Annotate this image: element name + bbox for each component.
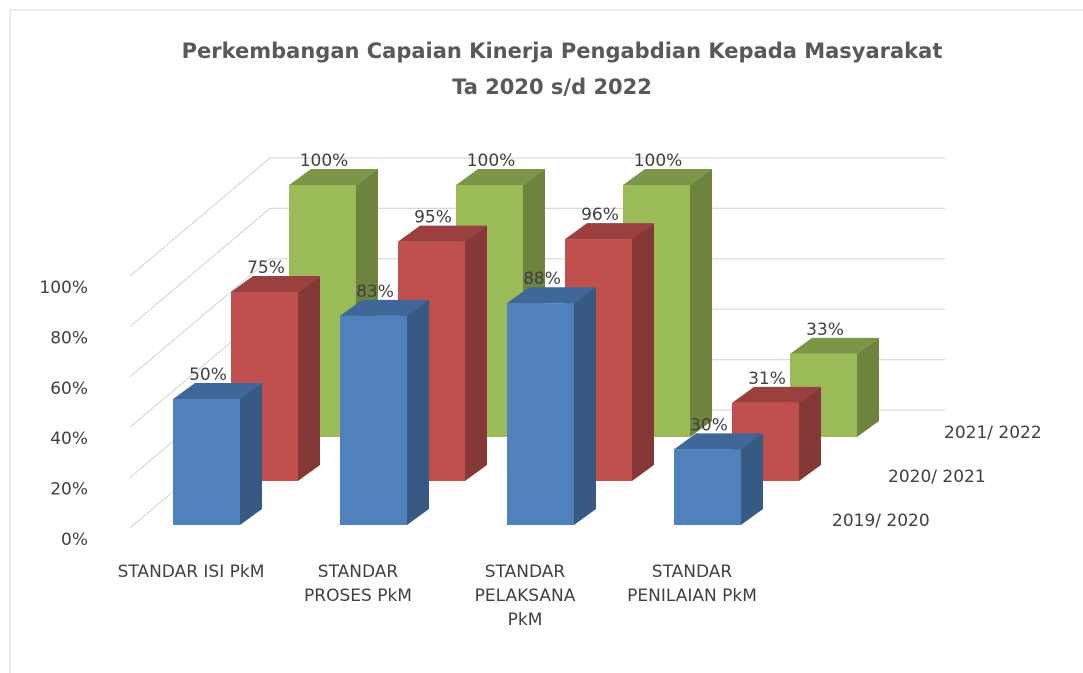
bar — [173, 383, 262, 525]
y-tick-label: 80% — [50, 328, 88, 348]
value-label: 95% — [414, 208, 452, 228]
grid-line — [129, 258, 945, 378]
chart-subtitle: Ta 2020 s/d 2022 — [452, 75, 652, 99]
bar-top — [398, 225, 487, 242]
bar-side — [465, 225, 487, 481]
bar-top — [289, 169, 378, 185]
value-label: 30% — [690, 415, 728, 435]
value-label: 88% — [523, 269, 561, 289]
bar-top — [507, 287, 596, 304]
grid-line — [129, 207, 945, 327]
bar-side — [857, 337, 879, 437]
y-tick-label: 20% — [50, 480, 88, 500]
bar — [674, 433, 763, 525]
bar — [507, 287, 596, 525]
value-label: 100% — [300, 151, 349, 171]
bar-side — [690, 169, 712, 437]
bar-front — [340, 315, 407, 525]
bar-top — [790, 337, 879, 354]
value-label: 50% — [189, 365, 227, 385]
bar-side — [298, 276, 320, 481]
value-label: 31% — [748, 369, 786, 389]
bar — [340, 299, 429, 525]
bar-top — [732, 386, 821, 403]
value-label: 83% — [356, 282, 394, 302]
value-label: 100% — [467, 151, 516, 171]
x-tick-label: STANDAR ISI PkM — [117, 562, 265, 582]
bar-top — [565, 223, 654, 240]
series-label: 2020/ 2021 — [888, 467, 986, 487]
value-label: 33% — [806, 320, 844, 340]
bar-front — [173, 399, 240, 525]
bar-top — [623, 169, 712, 185]
bar-side — [799, 386, 821, 481]
bar-side — [574, 287, 596, 525]
bar-side — [407, 299, 429, 525]
bar-top — [173, 383, 262, 399]
series-label: 2021/ 2022 — [944, 423, 1042, 443]
value-label: 75% — [247, 258, 285, 278]
x-tick-label: STANDAR PROSES PkM — [304, 562, 412, 606]
chart-title: Perkembangan Capaian Kinerja Pengabdian … — [182, 39, 943, 63]
grid-line — [129, 157, 945, 277]
bar-front — [674, 449, 741, 525]
y-tick-label: 40% — [50, 429, 88, 449]
value-label: 96% — [581, 205, 619, 225]
bar-side — [240, 383, 262, 525]
bar-top — [340, 299, 429, 316]
y-tick-label: 100% — [39, 278, 88, 298]
series-label: 2019/ 2020 — [832, 511, 930, 531]
value-label: 100% — [634, 151, 683, 171]
bar-side — [741, 433, 763, 525]
bar-top — [456, 169, 545, 185]
x-tick-label: STANDAR PELAKSANA PkM — [474, 562, 576, 630]
bar-top — [674, 433, 763, 450]
x-tick-label: STANDAR PENILAIAN PkM — [627, 562, 757, 606]
bar-front — [507, 303, 574, 525]
y-tick-label: 0% — [61, 530, 88, 550]
bar-top — [231, 276, 320, 292]
bar-side — [632, 223, 654, 481]
y-tick-label: 60% — [50, 379, 88, 399]
